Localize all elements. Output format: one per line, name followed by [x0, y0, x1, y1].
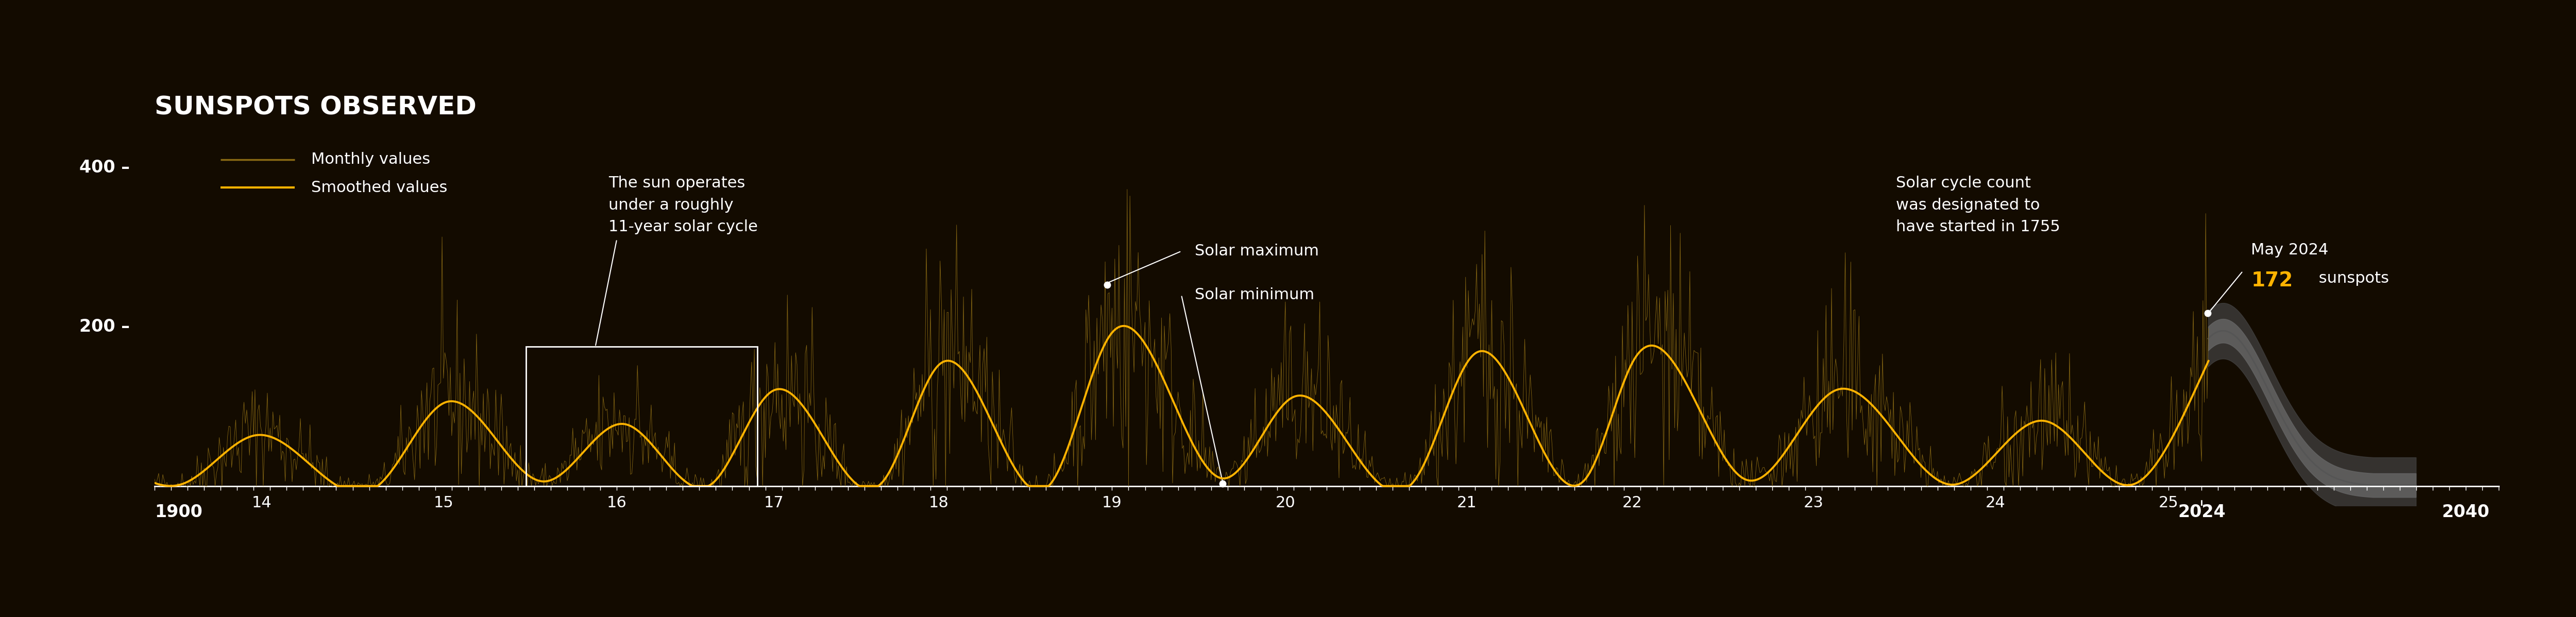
Bar — [526, 347, 757, 486]
Text: 19: 19 — [1103, 495, 1123, 510]
Text: 23: 23 — [1803, 495, 1824, 510]
Text: 17: 17 — [762, 495, 783, 510]
Text: 400 –: 400 – — [80, 159, 129, 176]
Text: 18: 18 — [930, 495, 948, 510]
Text: 16: 16 — [608, 495, 626, 510]
Text: 2024: 2024 — [2177, 503, 2226, 521]
Text: sunspots: sunspots — [2313, 271, 2388, 286]
Text: Monthly values: Monthly values — [312, 152, 430, 167]
Text: 200 –: 200 – — [80, 318, 129, 335]
Text: May 2024: May 2024 — [2251, 242, 2329, 257]
Text: 14: 14 — [252, 495, 273, 510]
Text: 172: 172 — [2251, 271, 2293, 291]
Text: 22: 22 — [1623, 495, 1641, 510]
Text: 2040: 2040 — [2442, 503, 2488, 521]
Text: 20: 20 — [1275, 495, 1296, 510]
Text: 21: 21 — [1458, 495, 1476, 510]
Text: Smoothed values: Smoothed values — [312, 180, 448, 195]
Text: 24: 24 — [1986, 495, 2004, 510]
Text: The sun operates
under a roughly
11-year solar cycle: The sun operates under a roughly 11-year… — [608, 176, 757, 234]
Text: Solar maximum: Solar maximum — [1195, 244, 1319, 259]
Text: 25: 25 — [2159, 495, 2179, 510]
Text: Solar minimum: Solar minimum — [1195, 288, 1314, 302]
Text: 15: 15 — [433, 495, 453, 510]
Text: SUNSPOTS OBSERVED: SUNSPOTS OBSERVED — [155, 95, 477, 120]
Text: 1900: 1900 — [155, 503, 204, 521]
Text: Solar cycle count
was designated to
have started in 1755: Solar cycle count was designated to have… — [1896, 176, 2061, 234]
